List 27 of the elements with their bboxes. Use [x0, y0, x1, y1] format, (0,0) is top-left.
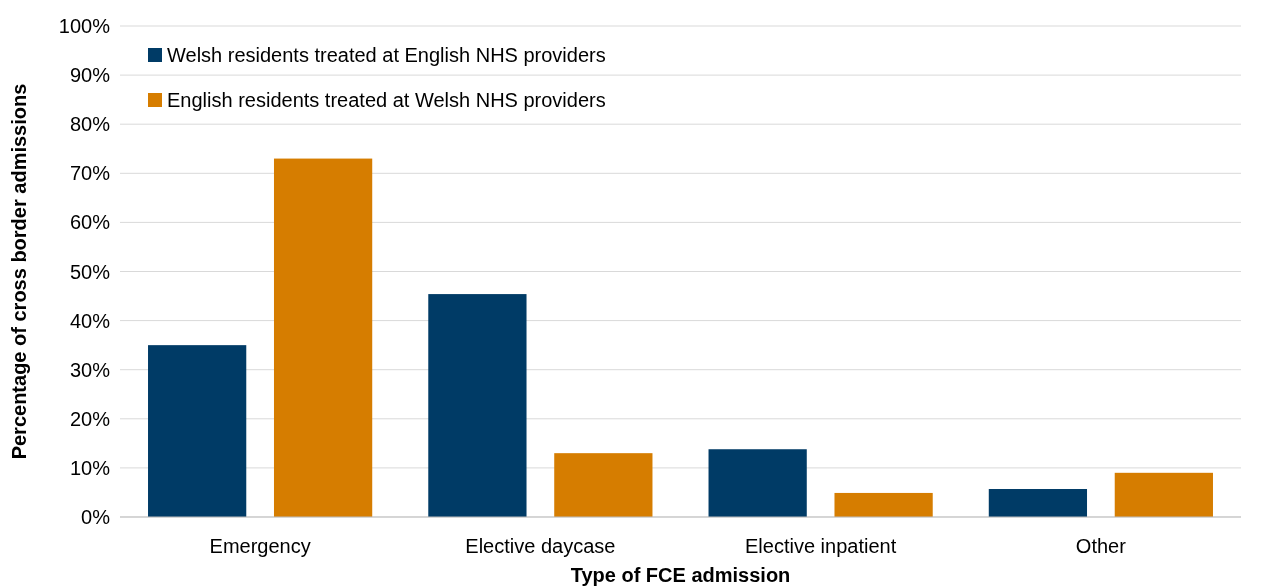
- bar: [428, 294, 527, 517]
- y-tick-label: 60%: [69, 211, 111, 234]
- y-tick-label: 90%: [69, 64, 111, 87]
- y-tick-label: 100%: [58, 15, 111, 37]
- legend-label: English residents treated at Welsh NHS providers: [167, 89, 606, 111]
- bar: [1114, 472, 1213, 517]
- y-tick-label: 70%: [69, 162, 111, 185]
- bar: [988, 489, 1088, 517]
- y-axis-title: Percentage of cross border admissions: [8, 83, 30, 460]
- x-tick-label: Elective daycase: [465, 535, 616, 557]
- x-axis-title: Type of FCE admission: [570, 564, 791, 586]
- x-tick-label: Other: [1075, 535, 1127, 557]
- y-tick-label: 80%: [69, 113, 111, 136]
- x-tick-label: Elective inpatient: [745, 535, 897, 557]
- bar: [554, 453, 653, 517]
- y-tick-label: 30%: [69, 358, 111, 381]
- bar: [148, 345, 247, 517]
- y-tick-label: 10%: [69, 456, 111, 479]
- bar: [834, 492, 933, 517]
- x-tick-label: Emergency: [209, 535, 311, 557]
- legend-label: Welsh residents treated at English NHS providers: [167, 44, 606, 66]
- y-tick-label: 0%: [81, 506, 111, 528]
- bar: [708, 449, 807, 517]
- y-tick-label: 40%: [69, 309, 111, 332]
- y-tick-label: 20%: [69, 407, 111, 430]
- y-tick-label: 50%: [69, 260, 111, 283]
- bar: [273, 158, 373, 517]
